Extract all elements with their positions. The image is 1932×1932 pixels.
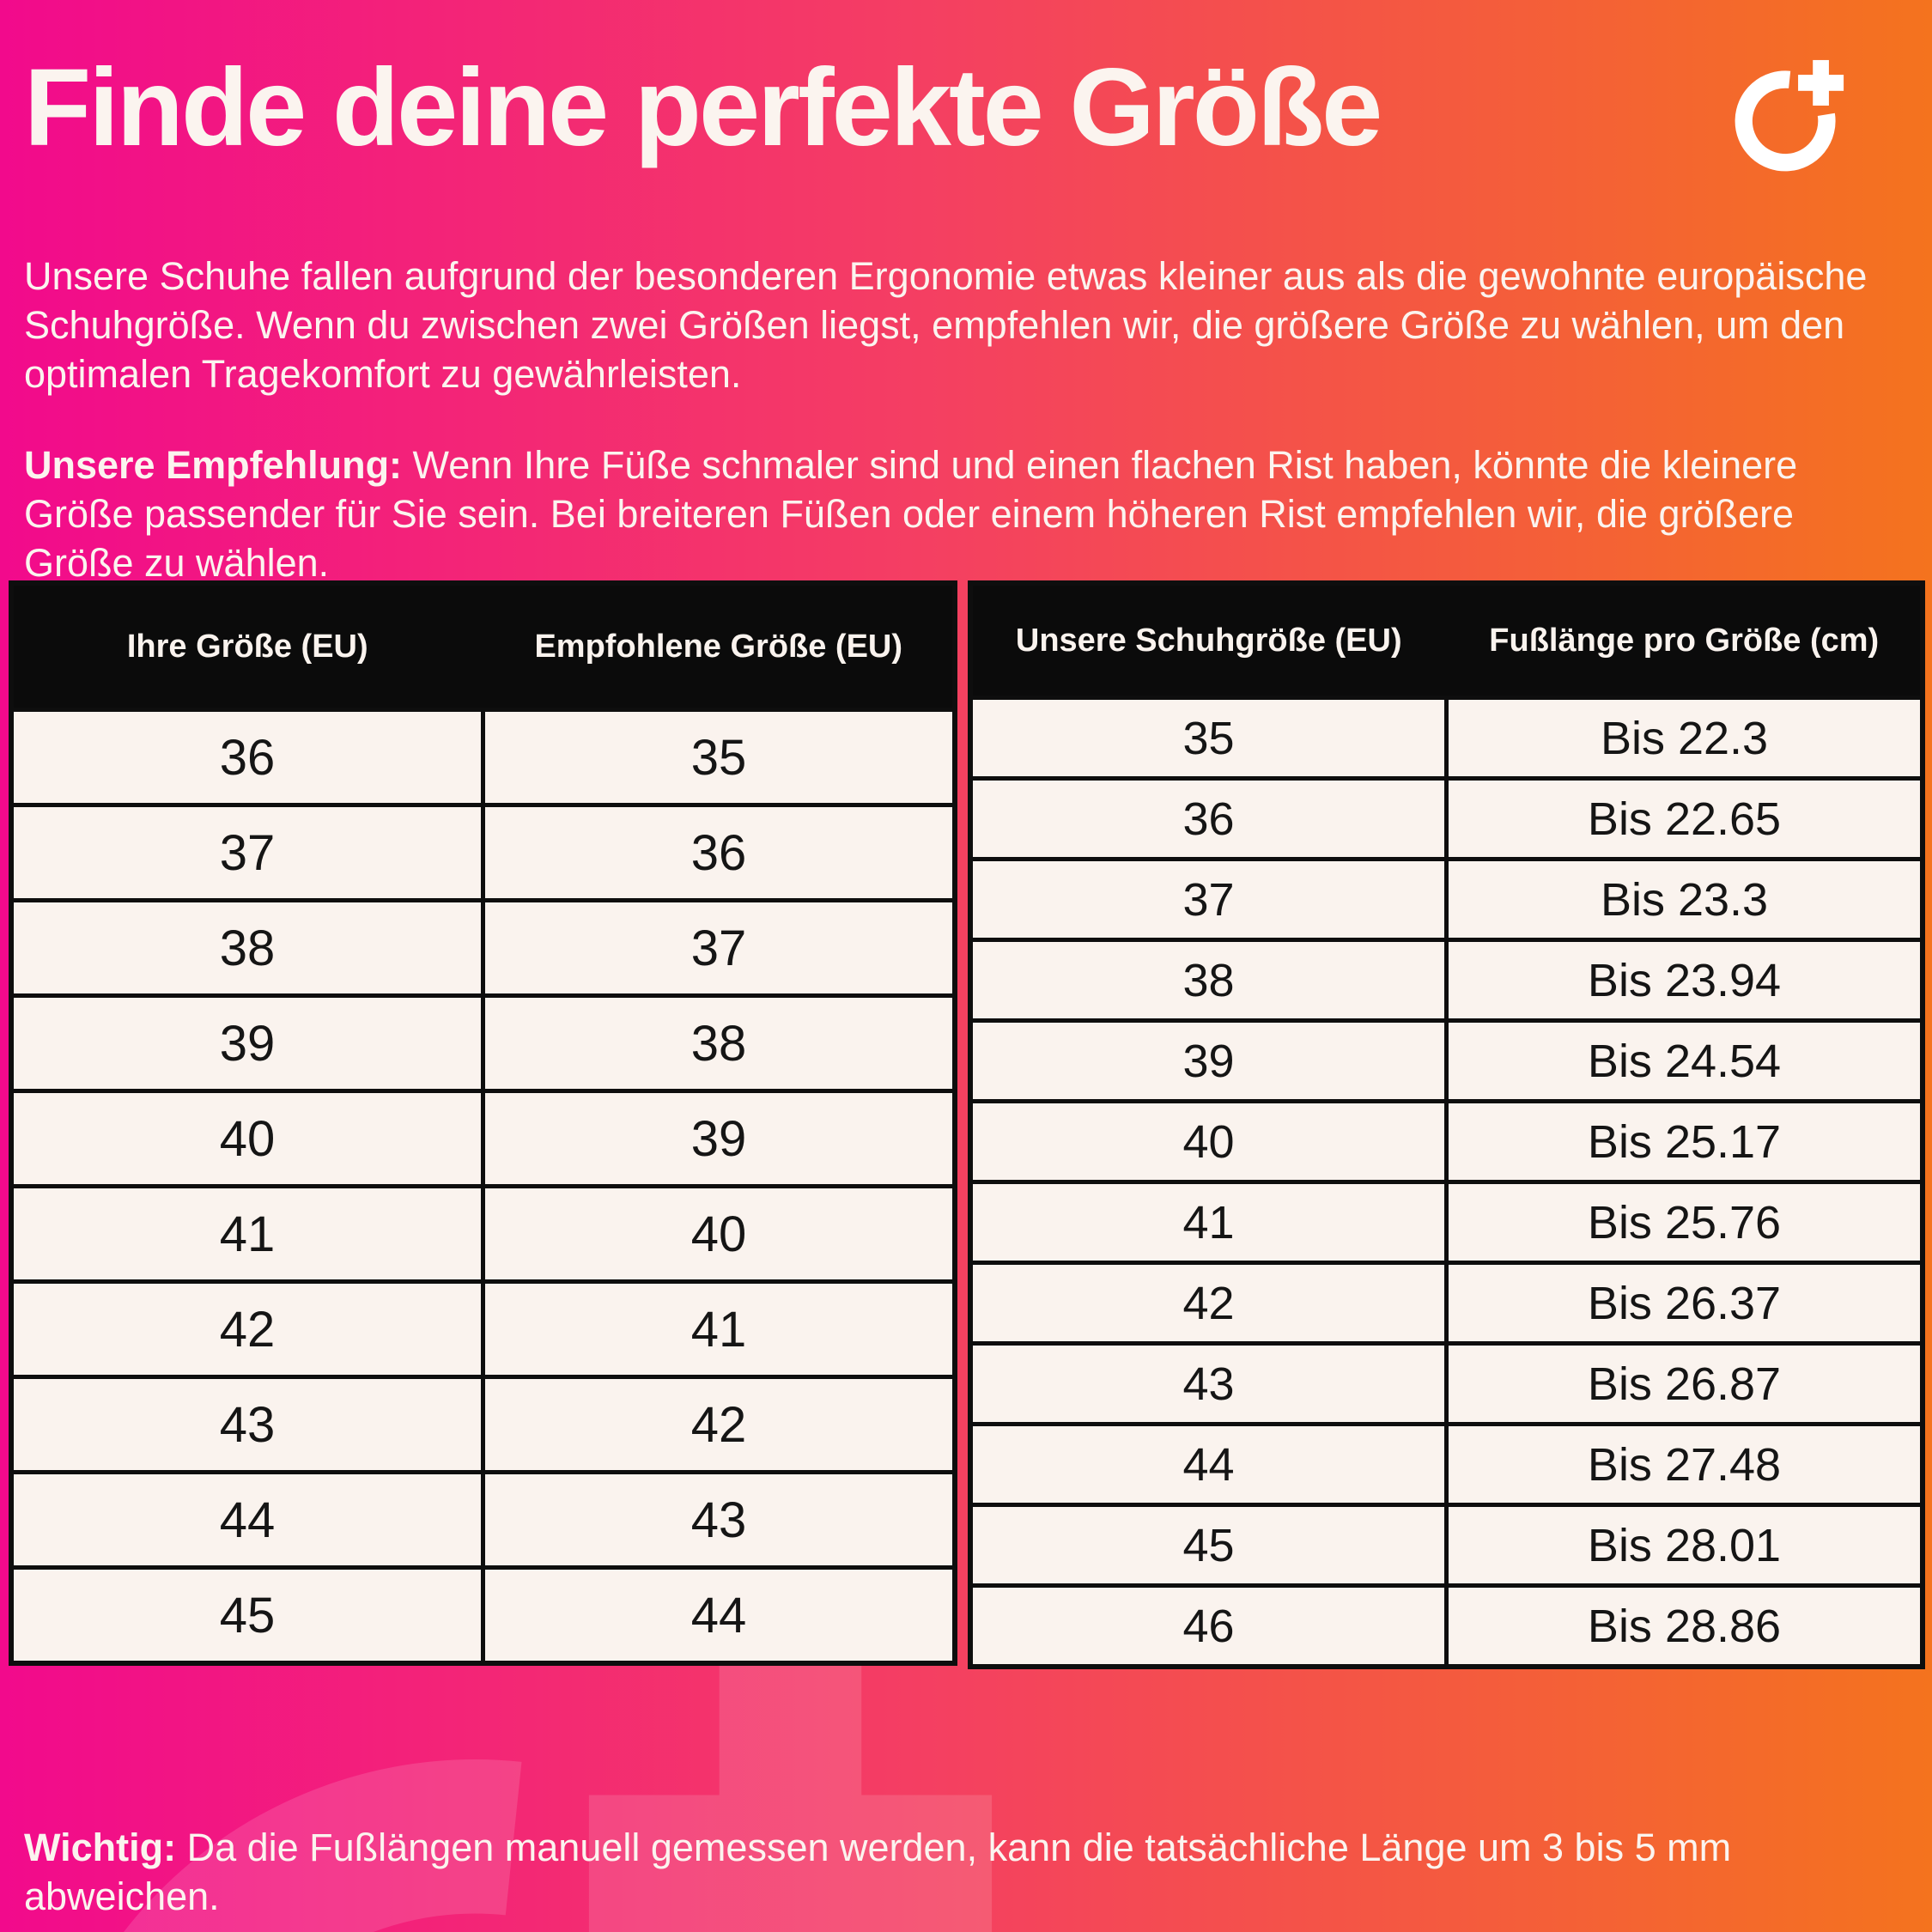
table-cell: 40 bbox=[968, 1099, 1449, 1184]
table-row: 38 37 bbox=[9, 898, 957, 998]
foot-length-table: Unsere Schuhgröße (EU) Fußlänge pro Größe… bbox=[968, 580, 1925, 1669]
table-row: 41 Bis 25.76 bbox=[968, 1180, 1925, 1265]
table-row: 45 44 bbox=[9, 1565, 957, 1666]
important-note: Wichtig: Da die Fußlängen manuell gemess… bbox=[24, 1823, 1903, 1921]
table-cell: 41 bbox=[968, 1180, 1449, 1265]
table-row: 45 Bis 28.01 bbox=[968, 1503, 1925, 1588]
table-cell: Bis 22.65 bbox=[1444, 776, 1925, 861]
table-cell: Bis 24.54 bbox=[1444, 1018, 1925, 1103]
table-cell: 42 bbox=[968, 1261, 1449, 1346]
column-header: Empfohlene Größe (EU) bbox=[481, 581, 957, 712]
table-row: 36 Bis 22.65 bbox=[968, 776, 1925, 861]
table-row: 42 41 bbox=[9, 1279, 957, 1379]
table-cell: 38 bbox=[968, 938, 1449, 1023]
size-conversion-table: Ihre Größe (EU) Empfohlene Größe (EU) 36 35… bbox=[9, 580, 957, 1666]
table-cell: 36 bbox=[481, 803, 957, 902]
table-cell: 39 bbox=[9, 993, 485, 1093]
table-cell: Bis 23.3 bbox=[1444, 857, 1925, 942]
table-row: 44 43 bbox=[9, 1470, 957, 1570]
table-row: 42 Bis 26.37 bbox=[968, 1261, 1925, 1346]
table-cell: Bis 26.37 bbox=[1444, 1261, 1925, 1346]
table-cell: 41 bbox=[9, 1184, 485, 1284]
table-cell: 42 bbox=[481, 1375, 957, 1474]
table-row: 35 Bis 22.3 bbox=[968, 696, 1925, 781]
table-cell: Bis 28.86 bbox=[1444, 1583, 1925, 1669]
table-row: 40 39 bbox=[9, 1089, 957, 1188]
table-cell: 35 bbox=[968, 696, 1449, 781]
table-cell: 43 bbox=[481, 1470, 957, 1570]
intro-paragraph: Unsere Schuhe fallen aufgrund der besond… bbox=[24, 254, 1868, 397]
column-header: Unsere Schuhgröße (EU) bbox=[969, 581, 1449, 700]
table-cell: 44 bbox=[9, 1470, 485, 1570]
tables-section: Ihre Größe (EU) Empfohlene Größe (EU) 36 35… bbox=[9, 580, 1925, 1669]
table-cell: 39 bbox=[481, 1089, 957, 1188]
table-cell: Bis 28.01 bbox=[1444, 1503, 1925, 1588]
table-cell: 39 bbox=[968, 1018, 1449, 1103]
table-cell: 41 bbox=[481, 1279, 957, 1379]
table-row: 43 42 bbox=[9, 1375, 957, 1474]
table-row: 39 38 bbox=[9, 993, 957, 1093]
table-cell: 44 bbox=[968, 1422, 1449, 1507]
table-row: 43 Bis 26.87 bbox=[968, 1341, 1925, 1426]
brand-logo-circle-plus-icon bbox=[1735, 59, 1844, 172]
table-cell: 37 bbox=[481, 898, 957, 998]
table-cell: Bis 23.94 bbox=[1444, 938, 1925, 1023]
recommendation-label: Unsere Empfehlung: bbox=[24, 443, 403, 487]
table-cell: 42 bbox=[9, 1279, 485, 1379]
table-cell: 43 bbox=[968, 1341, 1449, 1426]
table-cell: 46 bbox=[968, 1583, 1449, 1669]
header-row: Ihre Größe (EU) Empfohlene Größe (EU) bbox=[9, 581, 957, 712]
table-cell: 38 bbox=[9, 898, 485, 998]
table-row: 46 Bis 28.86 bbox=[968, 1583, 1925, 1669]
table-cell: 37 bbox=[9, 803, 485, 902]
table-row: 41 40 bbox=[9, 1184, 957, 1284]
table-row: 37 Bis 23.3 bbox=[968, 857, 1925, 942]
table-row: 37 36 bbox=[9, 803, 957, 902]
table-cell: 45 bbox=[9, 1565, 485, 1666]
table-row: 44 Bis 27.48 bbox=[968, 1422, 1925, 1507]
table-cell: 35 bbox=[481, 708, 957, 807]
important-note-label: Wichtig: bbox=[24, 1826, 177, 1869]
column-header: Fußlänge pro Größe (cm) bbox=[1444, 581, 1924, 700]
recommendation-paragraph: Unsere Empfehlung: Wenn Ihre Füße schmal… bbox=[24, 440, 1903, 587]
table-cell: 36 bbox=[968, 776, 1449, 861]
column-header: Ihre Größe (EU) bbox=[9, 581, 485, 712]
table-row: 38 Bis 23.94 bbox=[968, 938, 1925, 1023]
table-cell: Bis 27.48 bbox=[1444, 1422, 1925, 1507]
table-cell: 37 bbox=[968, 857, 1449, 942]
table-row: 36 35 bbox=[9, 708, 957, 807]
table-cell: Bis 22.3 bbox=[1444, 696, 1925, 781]
important-note-text: Da die Fußlängen manuell gemessen werden… bbox=[24, 1826, 1732, 1919]
table-cell: 43 bbox=[9, 1375, 485, 1474]
table-cell: 40 bbox=[9, 1089, 485, 1188]
table-cell: 36 bbox=[9, 708, 485, 807]
table-cell: 40 bbox=[481, 1184, 957, 1284]
page-title: Finde deine perfekte Größe bbox=[24, 46, 1382, 169]
table-cell: 44 bbox=[481, 1565, 957, 1666]
table-cell: 38 bbox=[481, 993, 957, 1093]
table-cell: Bis 25.17 bbox=[1444, 1099, 1925, 1184]
table-cell: 45 bbox=[968, 1503, 1449, 1588]
recommendation-text: Wenn Ihre Füße schmaler sind und einen f… bbox=[24, 443, 1798, 586]
header-row: Unsere Schuhgröße (EU) Fußlänge pro Größe… bbox=[969, 581, 1924, 700]
table-row: 40 Bis 25.17 bbox=[968, 1099, 1925, 1184]
table-cell: Bis 26.87 bbox=[1444, 1341, 1925, 1426]
table-row: 39 Bis 24.54 bbox=[968, 1018, 1925, 1103]
table-cell: Bis 25.76 bbox=[1444, 1180, 1925, 1265]
